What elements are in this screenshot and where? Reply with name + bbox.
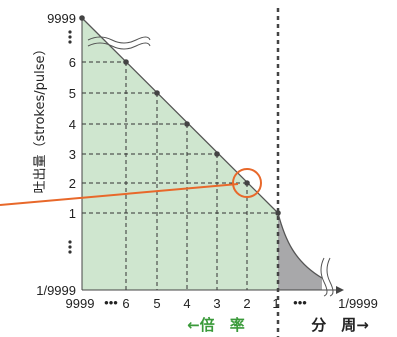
divide-region bbox=[278, 213, 322, 290]
y-ellipsis-bottom bbox=[68, 240, 72, 254]
callout-line bbox=[0, 183, 239, 206]
y-tick-1: 1 bbox=[69, 206, 76, 221]
data-point-5 bbox=[154, 90, 160, 96]
x-ellipsis-right: ••• bbox=[293, 295, 307, 310]
x-tick-1: 1 bbox=[272, 296, 279, 311]
data-point-1 bbox=[275, 210, 281, 216]
data-point-9999 bbox=[79, 15, 85, 21]
callout-circle bbox=[232, 168, 262, 198]
x-tick-6: 6 bbox=[122, 296, 129, 311]
data-point-4 bbox=[184, 121, 190, 127]
divide-mode-label: 分 周→ bbox=[311, 316, 369, 334]
multiply-mode-label: ←倍 率 bbox=[187, 316, 245, 334]
data-point-3 bbox=[214, 151, 220, 157]
y-axis-label: 吐出量（strokes/pulse） bbox=[33, 43, 48, 194]
data-point-6 bbox=[123, 59, 129, 65]
x-tick-1-9999: 1/9999 bbox=[338, 296, 378, 311]
x-tick-3: 3 bbox=[213, 296, 220, 311]
y-tick-2: 2 bbox=[69, 176, 76, 191]
x-tick-4: 4 bbox=[183, 296, 190, 311]
x-tick-9999: 9999 bbox=[66, 296, 95, 311]
data-points bbox=[79, 15, 281, 216]
data-point-2 bbox=[244, 180, 250, 186]
x-ellipsis-left: ••• bbox=[104, 295, 118, 310]
y-tick-1-9999: 1/9999 bbox=[36, 283, 76, 298]
y-tick-3: 3 bbox=[69, 147, 76, 162]
x-axis-arrow bbox=[336, 286, 344, 294]
x-tick-5: 5 bbox=[153, 296, 160, 311]
y-tick-5: 5 bbox=[69, 86, 76, 101]
y-tick-6: 6 bbox=[69, 55, 76, 70]
x-axis-break bbox=[320, 257, 334, 297]
y-axis-break bbox=[87, 36, 151, 50]
x-tick-2: 2 bbox=[243, 296, 250, 311]
y-tick-9999: 9999 bbox=[47, 11, 76, 26]
y-ellipsis-top bbox=[68, 30, 72, 44]
y-tick-4: 4 bbox=[69, 117, 76, 132]
